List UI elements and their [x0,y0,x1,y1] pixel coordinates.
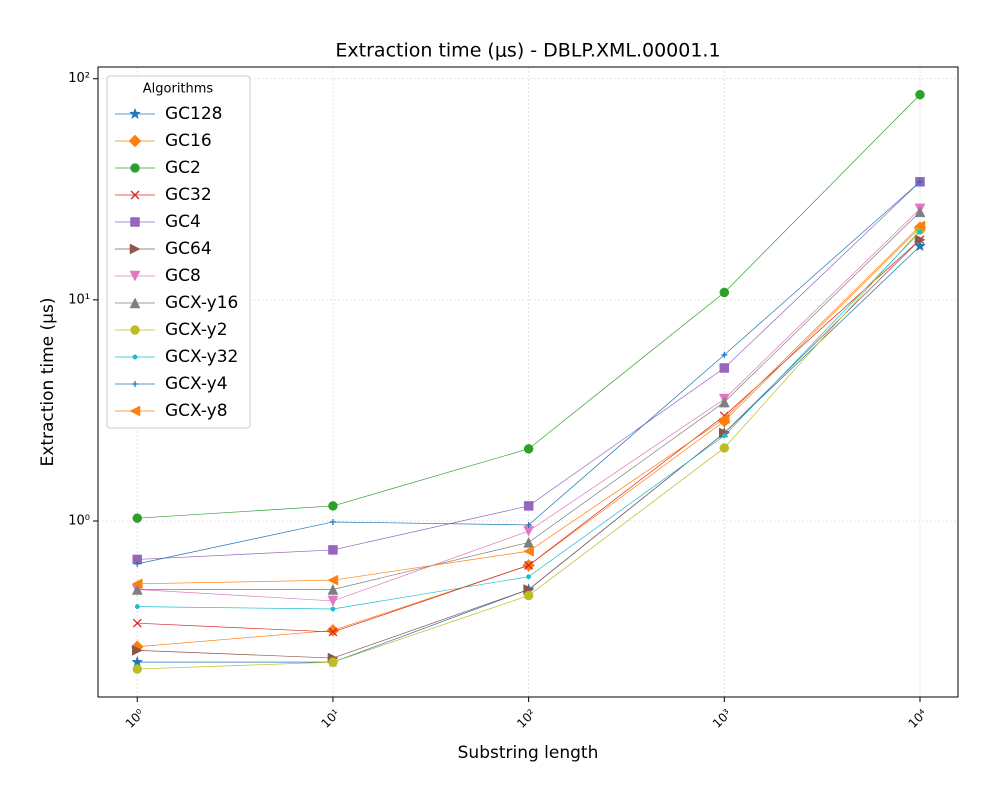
legend-marker [130,163,140,173]
legend-label: GCX-y4 [165,374,228,394]
legend-marker [132,354,138,360]
legend-marker [129,270,141,282]
legend-marker [129,405,141,417]
legend-label: GC16 [165,131,212,151]
data-point [523,536,535,548]
legend-label: GC32 [165,185,212,205]
data-point [327,583,339,595]
data-point [132,513,143,523]
y-tick-label: 10⁰ [68,514,90,529]
x-tick-label: 10⁴ [906,706,930,730]
legend-marker [129,297,141,309]
data-point [328,657,338,667]
x-tick-label: 10³ [710,706,734,730]
data-point [914,234,926,246]
data-point [132,618,142,628]
data-point [330,606,336,612]
data-point [131,583,143,595]
data-point [328,627,338,637]
data-point [328,545,338,555]
legend-label: GCX-y8 [165,401,228,421]
data-point [914,206,926,218]
data-point [134,604,140,610]
series-line [137,94,921,519]
legend-label: GC8 [165,266,201,286]
data-point [132,554,143,565]
legend-label: GC2 [165,158,201,178]
data-point [132,644,143,656]
plot-frame [97,66,959,698]
legend-marker [129,243,141,255]
legend-marker [130,190,140,200]
legend-marker [130,325,140,335]
data-point [917,229,923,235]
data-point [327,595,339,607]
data-point [523,590,534,601]
data-point [523,545,534,557]
x-tick-label: 10¹ [319,706,343,730]
data-point [523,501,534,511]
y-tick-label: 10¹ [68,292,90,307]
x-axis-label: Substring length [458,743,599,763]
legend-marker [129,107,141,120]
legend-marker [132,381,138,387]
data-point [916,178,923,185]
data-point [525,521,532,528]
data-point [327,574,339,586]
data-point [719,363,730,373]
legend-label: GC4 [165,212,201,232]
data-point [721,351,728,358]
legend-label: GCX-y16 [165,293,238,313]
data-point [523,444,534,454]
data-point [131,578,143,590]
legend-box [106,75,251,429]
legend-label: GCX-y32 [165,347,238,367]
y-axis-label: Extraction time (μs) [38,298,58,467]
y-tick-label: 10² [68,71,90,86]
data-point [915,89,925,100]
data-point [328,501,338,511]
x-tick-label: 10⁰ [123,706,147,730]
legend-marker [128,134,142,148]
legend-label: GC64 [165,239,212,259]
data-point [718,396,730,408]
legend-label: GCX-y2 [165,320,228,340]
chart-title: Extraction time (μs) - DBLP.XML.00001.1 [335,40,720,62]
data-point [524,560,534,570]
data-point [329,518,336,525]
data-point [134,560,141,567]
data-point [132,664,143,674]
data-point [526,574,532,580]
data-point [719,443,730,453]
data-point [718,413,730,425]
legend-marker [130,217,140,227]
x-tick-label: 10² [514,706,538,730]
legend-title: Algorithms [143,82,214,97]
legend: Algorithms GC128 GC16 GC2 GC32 GC4 GC64 GC8 GCX-… [106,75,251,429]
data-point [914,220,926,232]
legend-label: GC128 [165,104,223,124]
data-point [721,433,727,439]
data-point [719,287,730,298]
